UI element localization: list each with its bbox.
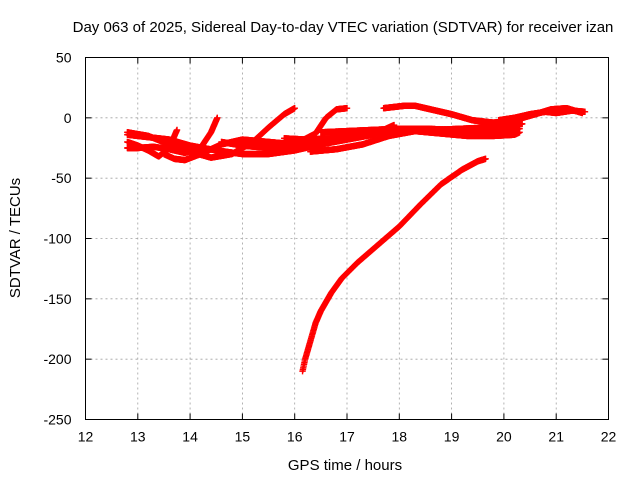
x-tick-label: 16 [287,429,303,445]
y-tick-label: -200 [43,351,71,367]
data-point [291,104,298,112]
data-point [343,104,351,112]
x-tick-label: 18 [392,429,408,445]
axis-ticks: 12 13 14 15 16 17 18 19 20 21 22 50 0 -50 -100 -150 -200… [43,50,616,445]
data-points [124,102,589,375]
y-tick-label: -150 [43,291,71,307]
y-tick-label: -50 [51,170,71,186]
x-tick-label: 13 [130,429,146,445]
y-tick-label: 0 [64,110,72,126]
x-tick-label: 17 [339,429,355,445]
data-point [173,126,181,134]
y-tick-label: 50 [56,50,72,66]
x-tick-label: 20 [496,429,512,445]
x-tick-label: 19 [444,429,460,445]
y-tick-label: -100 [43,231,71,247]
chart-title: Day 063 of 2025, Sidereal Day-to-day VTE… [73,19,614,36]
x-tick-label: 12 [78,429,94,445]
x-tick-label: 22 [601,429,617,445]
x-tick-label: 14 [182,429,198,445]
data-point [214,114,221,122]
x-tick-label: 21 [548,429,564,445]
x-tick-label: 15 [235,429,251,445]
grid-lines [85,57,609,420]
data-series [495,107,589,124]
y-tick-label: -250 [43,412,71,428]
